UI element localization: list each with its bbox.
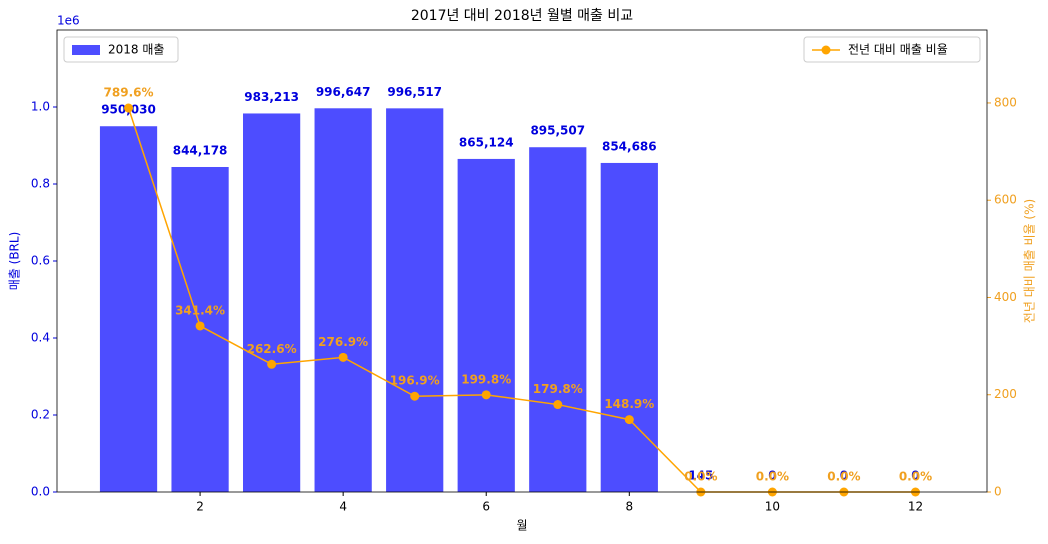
line-marker [195, 321, 205, 331]
bar [386, 108, 444, 493]
legend-box [803, 36, 981, 63]
y-offset-label: 1e6 [57, 14, 80, 28]
bar-value-label: 854,686 [602, 139, 657, 153]
x-tick-label: 10 [765, 500, 780, 514]
bar [600, 162, 658, 492]
line-value-label: 262.6% [247, 342, 297, 356]
legend-label: 전년 대비 매출 비율 [848, 43, 948, 57]
legend-label: 2018 매출 [108, 43, 164, 57]
x-axis-label: 월 [516, 519, 527, 533]
bar-value-label: 0 [840, 469, 848, 483]
bar-value-label: 844,178 [173, 143, 228, 157]
line-value-label: 179.8% [533, 382, 583, 396]
bar [243, 113, 301, 492]
y2-tick-label: 200 [994, 387, 1017, 401]
y-tick-label: 0.2 [31, 408, 50, 422]
line-value-label: 0.0% [756, 470, 789, 484]
plot-frame [56, 29, 988, 493]
bar-value-label: 145 [688, 468, 713, 482]
y2-tick-label: 400 [994, 290, 1017, 304]
bar [99, 126, 158, 492]
legend-swatch [72, 45, 100, 55]
bar-value-label: 996,647 [316, 85, 371, 99]
line-value-label: 0.0% [827, 470, 860, 484]
bar-value-label: 0 [768, 469, 776, 483]
y2-tick-label: 600 [994, 193, 1017, 207]
x-tick-label: 4 [339, 500, 347, 514]
line-marker [624, 415, 634, 425]
line-value-label: 0.0% [899, 470, 932, 484]
line-marker [481, 390, 491, 400]
bar [529, 147, 587, 493]
x-tick-label: 12 [908, 500, 923, 514]
bar [314, 108, 372, 493]
line-value-label: 148.9% [604, 397, 654, 411]
chart-title: 2017년 대비 2018년 월별 매출 비교 [411, 8, 633, 24]
line-value-label: 276.9% [318, 335, 368, 349]
line-marker [124, 103, 134, 113]
legend-marker [821, 45, 831, 55]
y-tick-label: 1.0 [31, 100, 50, 114]
line-value-label: 0.0% [684, 470, 717, 484]
line-marker [267, 359, 277, 369]
y-tick-label: 0.6 [31, 254, 50, 268]
line-marker [553, 400, 563, 410]
line-value-label: 789.6% [104, 86, 154, 100]
y-axis-label: 매출 (BRL) [8, 232, 22, 291]
bar-value-label: 0 [911, 469, 919, 483]
y-tick-label: 0.8 [31, 177, 50, 191]
bar [457, 158, 515, 493]
line-marker [410, 391, 420, 401]
bar-value-label: 895,507 [530, 124, 585, 138]
y2-axis-label: 전년 대비 매출 비율 (%) [1023, 199, 1037, 323]
line-value-label: 341.4% [175, 303, 225, 317]
line-value-label: 199.8% [461, 372, 511, 386]
bar-value-label: 996,517 [387, 85, 442, 99]
x-tick-label: 6 [482, 500, 490, 514]
y2-tick-label: 0 [994, 485, 1002, 499]
y-tick-label: 0.4 [31, 331, 50, 345]
bar-value-label: 865,124 [459, 135, 514, 149]
y2-tick-label: 800 [994, 95, 1017, 109]
x-tick-label: 2 [196, 500, 204, 514]
bar-value-label: 983,213 [244, 90, 299, 104]
line-value-label: 196.9% [390, 374, 440, 388]
legend-box [63, 36, 179, 63]
x-tick-label: 8 [625, 500, 633, 514]
y-tick-label: 0.0 [31, 485, 50, 499]
line-marker [338, 352, 348, 362]
